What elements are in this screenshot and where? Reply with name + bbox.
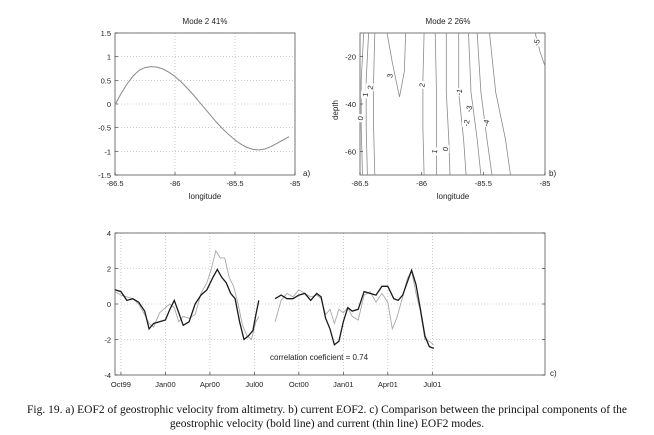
contour-label-bg [464, 104, 473, 113]
contour-label: 2 [417, 82, 427, 88]
panel-c: -4 -2 0 2 4 Oct99 Jan00 Apr00 Jul00 Oct00 Jan01 Ap… [104, 229, 557, 389]
panel-c-series [114, 249, 435, 350]
y-tick-label: 0.5 [101, 76, 111, 85]
x-tick-label: Jul00 [245, 380, 263, 389]
x-tick-label: Oct00 [289, 380, 309, 389]
contour-label-bg [385, 71, 394, 80]
contour-label-bg [417, 81, 426, 90]
contour-label-bg [365, 83, 374, 92]
x-tick-label: -85.5 [226, 179, 243, 188]
contour-label-bg [356, 114, 364, 123]
x-tick-label: Apr00 [200, 380, 220, 389]
y-tick-label: 0 [107, 100, 111, 109]
panel-b-contours [360, 32, 546, 176]
contour-label: -3 [464, 105, 474, 113]
contour-label-bg [430, 147, 438, 156]
contour-line [386, 32, 406, 97]
panel-a-x-ticks: -86.5 -86 -85.5 -85 [106, 172, 300, 188]
geostrophic-velocity-line [114, 268, 260, 341]
panel-a-title: Mode 2 41% [183, 17, 228, 26]
contour-label: -1 [454, 88, 464, 96]
x-tick-label: Jan00 [155, 380, 175, 389]
x-tick-label: Jul01 [423, 380, 441, 389]
contour-label-bg [454, 88, 463, 97]
panel-a: Mode 2 41% -1.5-1-0.500.511.5 -86.5 -86 -8… [98, 17, 310, 201]
contour-line [468, 32, 482, 176]
contour-label-bg [462, 118, 471, 127]
y-tick-label: 1 [107, 53, 111, 62]
contour-line [489, 32, 511, 176]
panel-b-y-ticks: -60 -40 -20 [345, 53, 363, 156]
x-tick-label: Apr01 [378, 380, 398, 389]
contour-label: -5 [532, 38, 542, 46]
y-tick-label: -2 [104, 336, 111, 345]
x-tick-label: -86 [170, 179, 181, 188]
contour-line [458, 33, 467, 176]
contour-label-bg [441, 144, 450, 153]
panel-a-xlabel: longitude [189, 192, 222, 201]
current-line [114, 249, 260, 341]
x-tick-label: -86.5 [351, 179, 368, 188]
panel-b-x-ticks: -86.5 -86 -85.5 -85 [351, 172, 550, 188]
panel-a-eof-line [114, 66, 290, 151]
panel-b-axes-frame [359, 32, 546, 176]
panel-c-correlation-annotation: correlation coeficient = 0.74 [270, 353, 369, 362]
x-tick-label: -85.5 [475, 179, 492, 188]
contour-line [365, 32, 369, 176]
contour-line [422, 32, 425, 176]
contour-label-bg [532, 38, 541, 47]
contour-line [434, 32, 437, 175]
panel-a-label: a) [303, 169, 310, 178]
y-tick-label: -1 [104, 147, 111, 156]
panel-b-ylabel: depth [331, 100, 340, 120]
y-tick-label: 1.5 [101, 29, 111, 38]
contour-label: 3 [385, 73, 395, 79]
x-tick-label: Jan01 [333, 380, 353, 389]
geostrophic-velocity-line [274, 268, 435, 350]
panel-c-y-ticks: -4 -2 0 2 4 [104, 229, 545, 380]
x-tick-label: -86.5 [106, 179, 123, 188]
y-tick-label: -0.5 [98, 124, 111, 133]
contour-label: -4 [481, 119, 491, 127]
y-tick-label: -40 [345, 100, 356, 109]
contour-label: 1 [361, 92, 371, 98]
contour-label-bg [481, 118, 490, 127]
contour-label: 0 [356, 115, 366, 121]
y-tick-label: -1.5 [98, 171, 111, 180]
x-tick-label: -85 [540, 179, 551, 188]
figure-caption: Fig. 19. a) EOF2 of geostrophic velocity… [27, 404, 627, 430]
panel-b-label: b) [549, 169, 556, 178]
y-tick-label: -20 [345, 53, 356, 62]
y-tick-label: 0 [107, 300, 111, 309]
panel-a-series [114, 66, 290, 151]
contour-label: 0 [441, 146, 451, 152]
contour-label: 2 [366, 85, 376, 91]
contour-label-bg [360, 90, 369, 99]
y-tick-label: 2 [107, 265, 111, 274]
contour-line [476, 32, 493, 176]
contour-label: 1 [430, 149, 440, 155]
y-tick-label: -4 [104, 371, 111, 380]
panel-a-grid [114, 32, 296, 176]
x-tick-label: -86 [416, 179, 427, 188]
y-tick-label: -60 [345, 147, 356, 156]
panel-b-xlabel: longitude [437, 192, 470, 201]
x-tick-label: -85 [290, 179, 301, 188]
contour-line [373, 32, 376, 176]
contour-label: -2 [462, 119, 472, 127]
panel-c-label: c) [550, 369, 557, 378]
y-tick-label: 4 [107, 229, 111, 238]
x-tick-label: Oct99 [111, 380, 131, 389]
contour-line [534, 32, 546, 67]
panel-c-x-ticks: Oct99 Jan00 Apr00 Jul00 Oct00 Jan01 Apr01 Jul01 [111, 372, 441, 389]
contour-line [445, 33, 451, 176]
panel-b-title: Mode 2 26% [426, 17, 471, 26]
